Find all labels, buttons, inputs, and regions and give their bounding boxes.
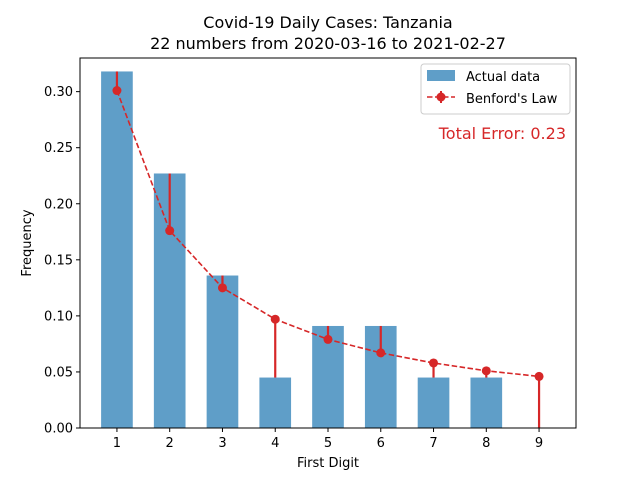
y-tick-label: 0.20 <box>44 197 73 212</box>
x-tick-label-2: 2 <box>166 436 174 451</box>
legend-swatch-benford-marker <box>436 92 446 102</box>
total-error-annotation: Total Error: 0.23 <box>438 124 566 143</box>
x-tick-label-3: 3 <box>218 436 226 451</box>
y-tick-label: 0.05 <box>44 365 73 380</box>
benford-point-digit-2 <box>165 226 175 236</box>
benford-point-digit-6 <box>376 348 386 358</box>
legend-label-actual: Actual data <box>466 70 540 85</box>
x-tick-label-6: 6 <box>377 436 385 451</box>
x-axis-label: First Digit <box>297 456 359 471</box>
benford-point-digit-1 <box>112 86 122 96</box>
y-tick-label: 0.10 <box>44 309 73 324</box>
x-tick-label-4: 4 <box>271 436 279 451</box>
y-axis-ticks: 0.00 0.05 0.10 0.15 0.20 0.25 0.30 <box>44 85 80 437</box>
bar-digit-4 <box>259 377 292 428</box>
x-tick-label-1: 1 <box>113 436 121 451</box>
x-tick-label-9: 9 <box>535 436 543 451</box>
y-tick-label: 0.15 <box>44 253 73 268</box>
benford-point-digit-5 <box>323 334 333 344</box>
y-tick-label: 0.00 <box>44 422 73 437</box>
y-tick-label: 0.25 <box>44 141 73 156</box>
legend-box <box>420 63 571 115</box>
chart-subtitle: 22 numbers from 2020-03-16 to 2021-02-27 <box>150 34 506 53</box>
bar-digit-8 <box>470 377 503 428</box>
benford-point-digit-4 <box>270 314 280 324</box>
chart-title: Covid-19 Daily Cases: Tanzania <box>203 13 452 32</box>
benford-points <box>112 86 544 381</box>
x-axis-ticks: 1 2 3 4 5 6 7 8 9 <box>113 428 543 451</box>
x-tick-label-8: 8 <box>482 436 490 451</box>
x-tick-label-5: 5 <box>324 436 332 451</box>
bar-digit-3 <box>206 275 239 428</box>
benford-point-digit-3 <box>217 283 227 293</box>
x-tick-label-7: 7 <box>429 436 437 451</box>
bar-series-actual <box>101 71 503 429</box>
legend-swatch-actual <box>427 70 455 81</box>
bar-digit-1 <box>101 71 133 429</box>
benford-point-digit-9 <box>534 371 544 381</box>
y-tick-label: 0.30 <box>44 85 73 100</box>
legend: Actual data Benford's Law <box>420 63 571 115</box>
y-axis-label: Frequency <box>20 209 35 276</box>
benford-point-digit-8 <box>481 366 491 376</box>
legend-label-benford: Benford's Law <box>466 92 558 107</box>
bar-digit-7 <box>417 377 450 428</box>
benford-point-digit-7 <box>429 358 439 368</box>
